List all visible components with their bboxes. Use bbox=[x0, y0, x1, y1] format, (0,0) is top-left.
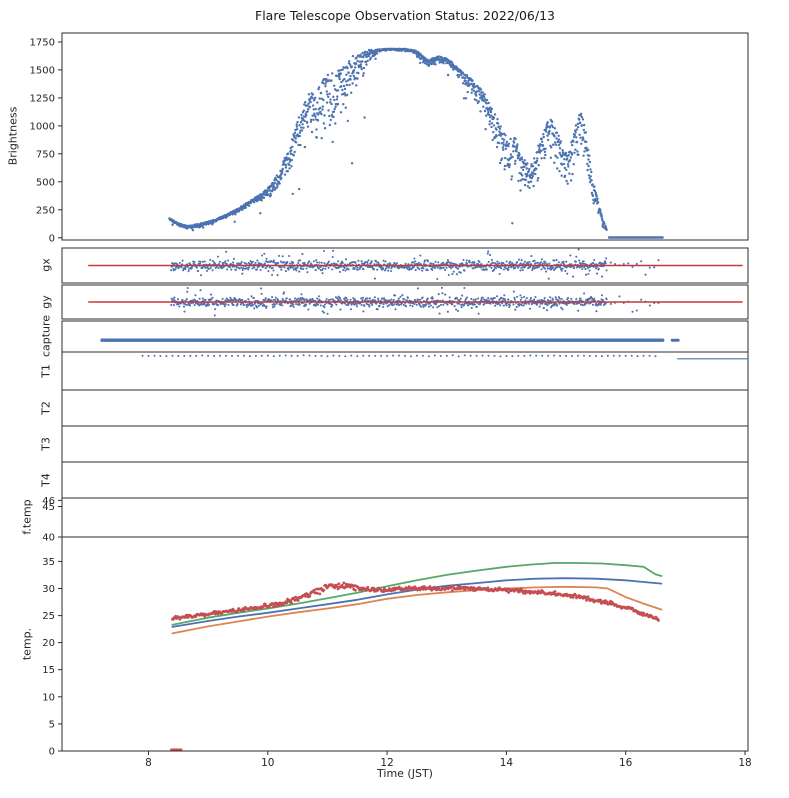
y-tick-label: 35 bbox=[42, 557, 55, 568]
y-tick-label: 250 bbox=[36, 205, 55, 216]
y-tick-label: 0 bbox=[49, 233, 55, 244]
y-axis-label-t1: T1 bbox=[39, 364, 53, 378]
y-axis-label-temp: temp. bbox=[20, 627, 34, 661]
panel-capture bbox=[61, 320, 749, 353]
panel-T3 bbox=[61, 425, 749, 463]
panel-T1 bbox=[61, 351, 749, 391]
y-tick-label: 25 bbox=[42, 611, 55, 622]
panel-frame-brightness bbox=[61, 32, 749, 241]
panel-temp: 0 5 10 15 20 25 30 35 8 10 12 14 16 18 bbox=[42, 536, 752, 769]
chart-title: Flare Telescope Observation Status: 2022… bbox=[255, 8, 555, 23]
panel-frame-T4 bbox=[61, 461, 749, 499]
x-tick-label: 16 bbox=[619, 757, 633, 769]
y-axis-label-brightness: Brightness bbox=[6, 106, 20, 166]
y-axis-label-gy: gy bbox=[39, 295, 53, 309]
y-tick-label: 0 bbox=[49, 747, 55, 758]
panel-gx bbox=[61, 247, 749, 284]
y-axis-label-capture: capture bbox=[39, 314, 53, 358]
y-axis-label-ftemp: f.temp bbox=[20, 499, 34, 535]
panel-T2 bbox=[61, 389, 749, 427]
y-tick-label: 15 bbox=[42, 665, 55, 676]
y-tick-label: 750 bbox=[36, 149, 55, 160]
y-tick-label: 45 bbox=[42, 502, 55, 513]
y-tick-label: 10 bbox=[42, 692, 55, 703]
y-tick-label: 1000 bbox=[30, 121, 55, 132]
y-tick-label: 5 bbox=[49, 719, 55, 730]
y-axis-label-gx: gx bbox=[39, 258, 53, 272]
y-axis-label-t3: T3 bbox=[39, 437, 53, 451]
y-tick-label: 1500 bbox=[30, 65, 55, 76]
y-tick-label: 40 bbox=[42, 533, 55, 544]
y-tick-label: 20 bbox=[42, 638, 55, 649]
panel-brightness: 0 250 500 750 1000 1250 1500 1750 bbox=[30, 32, 749, 244]
y-tick-label: 1750 bbox=[30, 38, 55, 49]
y-tick-label: 1250 bbox=[30, 93, 55, 104]
y-axis-label-t2: T2 bbox=[39, 401, 53, 415]
x-tick-label: 12 bbox=[380, 757, 393, 769]
y-tick-label: 500 bbox=[36, 177, 55, 188]
x-tick-label: 10 bbox=[261, 757, 274, 769]
panel-gy bbox=[61, 284, 749, 320]
panel-frame-ftemp bbox=[61, 497, 749, 538]
x-tick-label: 14 bbox=[500, 757, 514, 769]
panel-frame-capture bbox=[61, 320, 749, 353]
x-tick-label: 8 bbox=[145, 757, 152, 769]
x-tick-label: 18 bbox=[738, 757, 751, 769]
panel-frame-T1 bbox=[61, 351, 749, 391]
panel-frame-gx bbox=[61, 247, 749, 284]
panel-frame-temp bbox=[61, 536, 749, 752]
x-axis-label: Time (JST) bbox=[377, 767, 433, 780]
panel-frame-T2 bbox=[61, 389, 749, 427]
y-tick-label: 30 bbox=[42, 584, 55, 595]
panel-T4 bbox=[61, 461, 749, 499]
y-axis-label-t4: T4 bbox=[39, 473, 53, 487]
y-tick-label: 46 bbox=[42, 496, 55, 507]
panel-frame-T3 bbox=[61, 425, 749, 463]
panel-frame-gy bbox=[61, 284, 749, 320]
